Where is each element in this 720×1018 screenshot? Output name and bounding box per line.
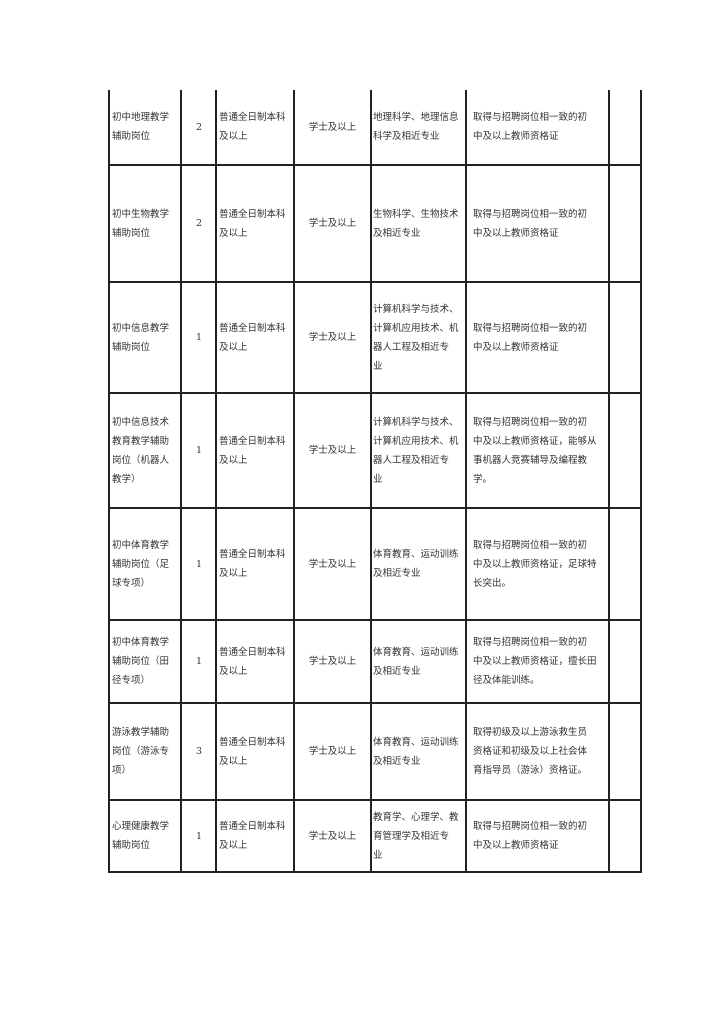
certificate-cell: 取得与招聘岗位相一致的初 中及以上教师资格证，足球特 长突出。 xyxy=(465,508,610,621)
major-cell: 计算机科学与技术、 计算机应用技术、机 器人工程及相近专 业 xyxy=(370,282,467,394)
position-cell: 初中体育教学 辅助岗位（田 径专项） xyxy=(108,620,182,704)
count-cell: 2 xyxy=(180,165,217,283)
position-cell: 心理健康教学 辅助岗位 xyxy=(108,800,182,873)
degree-cell: 学士及以上 xyxy=(293,282,372,394)
remarks-cell xyxy=(608,90,642,166)
major-cell: 体育教育、运动训练 及相近专业 xyxy=(370,703,467,801)
count-cell: 1 xyxy=(180,393,217,509)
certificate-cell: 取得与招聘岗位相一致的初 中及以上教师资格证 xyxy=(465,282,610,394)
education-cell: 普通全日制本科 及以上 xyxy=(215,90,295,166)
position-cell: 初中信息教学 辅助岗位 xyxy=(108,282,182,394)
position-cell: 游泳教学辅助 岗位（游泳专 项） xyxy=(108,703,182,801)
certificate-cell: 取得与招聘岗位相一致的初 中及以上教师资格证 xyxy=(465,165,610,283)
count-cell: 1 xyxy=(180,800,217,873)
certificate-cell: 取得与招聘岗位相一致的初 中及以上教师资格证，能够从 事机器人竞赛辅导及编程教 … xyxy=(465,393,610,509)
certificate-cell: 取得初级及以上游泳救生员 资格证和初级及以上社会体 育指导员（游泳）资格证。 xyxy=(465,703,610,801)
degree-cell: 学士及以上 xyxy=(293,508,372,621)
count-cell: 1 xyxy=(180,508,217,621)
education-cell: 普通全日制本科 及以上 xyxy=(215,282,295,394)
degree-cell: 学士及以上 xyxy=(293,800,372,873)
table-row: 初中生物教学 辅助岗位 2 普通全日制本科 及以上 学士及以上 生物科学、生物技术 及… xyxy=(108,165,642,283)
table-row: 初中信息教学 辅助岗位 1 普通全日制本科 及以上 学士及以上 计算机科学与技术、 计算… xyxy=(108,282,642,394)
position-cell: 初中生物教学 辅助岗位 xyxy=(108,165,182,283)
table-row: 初中体育教学 辅助岗位（田 径专项） 1 普通全日制本科 及以上 学士及以上 体育教… xyxy=(108,620,642,704)
remarks-cell xyxy=(608,620,642,704)
job-requirements-table: 初中地理教学 辅助岗位 2 普通全日制本科 及以上 学士及以上 地理科学、地理信息 科学… xyxy=(108,90,642,873)
education-cell: 普通全日制本科 及以上 xyxy=(215,165,295,283)
degree-cell: 学士及以上 xyxy=(293,165,372,283)
position-cell: 初中地理教学 辅助岗位 xyxy=(108,90,182,166)
education-cell: 普通全日制本科 及以上 xyxy=(215,508,295,621)
major-cell: 体育教育、运动训练 及相近专业 xyxy=(370,508,467,621)
table-row: 游泳教学辅助 岗位（游泳专 项） 3 普通全日制本科 及以上 学士及以上 体育教育、… xyxy=(108,703,642,801)
education-cell: 普通全日制本科 及以上 xyxy=(215,393,295,509)
major-cell: 计算机科学与技术、 计算机应用技术、机 器人工程及相近专 业 xyxy=(370,393,467,509)
certificate-cell: 取得与招聘岗位相一致的初 中及以上教师资格证，擅长田 径及体能训练。 xyxy=(465,620,610,704)
major-cell: 体育教育、运动训练 及相近专业 xyxy=(370,620,467,704)
count-cell: 3 xyxy=(180,703,217,801)
position-cell: 初中体育教学 辅助岗位（足 球专项） xyxy=(108,508,182,621)
education-cell: 普通全日制本科 及以上 xyxy=(215,703,295,801)
table-row: 初中信息技术 教育教学辅助 岗位（机器人 教学） 1 普通全日制本科 及以上 学士及以… xyxy=(108,393,642,509)
table-row: 心理健康教学 辅助岗位 1 普通全日制本科 及以上 学士及以上 教育学、心理学、教 育… xyxy=(108,800,642,873)
table-row: 初中地理教学 辅助岗位 2 普通全日制本科 及以上 学士及以上 地理科学、地理信息 科学… xyxy=(108,90,642,166)
remarks-cell xyxy=(608,703,642,801)
certificate-cell: 取得与招聘岗位相一致的初 中及以上教师资格证 xyxy=(465,800,610,873)
count-cell: 2 xyxy=(180,90,217,166)
table-row: 初中体育教学 辅助岗位（足 球专项） 1 普通全日制本科 及以上 学士及以上 体育教… xyxy=(108,508,642,621)
degree-cell: 学士及以上 xyxy=(293,620,372,704)
remarks-cell xyxy=(608,800,642,873)
degree-cell: 学士及以上 xyxy=(293,393,372,509)
count-cell: 1 xyxy=(180,620,217,704)
count-cell: 1 xyxy=(180,282,217,394)
education-cell: 普通全日制本科 及以上 xyxy=(215,800,295,873)
remarks-cell xyxy=(608,508,642,621)
major-cell: 生物科学、生物技术 及相近专业 xyxy=(370,165,467,283)
major-cell: 教育学、心理学、教 育管理学及相近专 业 xyxy=(370,800,467,873)
remarks-cell xyxy=(608,165,642,283)
degree-cell: 学士及以上 xyxy=(293,90,372,166)
certificate-cell: 取得与招聘岗位相一致的初 中及以上教师资格证 xyxy=(465,90,610,166)
remarks-cell xyxy=(608,282,642,394)
remarks-cell xyxy=(608,393,642,509)
degree-cell: 学士及以上 xyxy=(293,703,372,801)
education-cell: 普通全日制本科 及以上 xyxy=(215,620,295,704)
major-cell: 地理科学、地理信息 科学及相近专业 xyxy=(370,90,467,166)
position-cell: 初中信息技术 教育教学辅助 岗位（机器人 教学） xyxy=(108,393,182,509)
